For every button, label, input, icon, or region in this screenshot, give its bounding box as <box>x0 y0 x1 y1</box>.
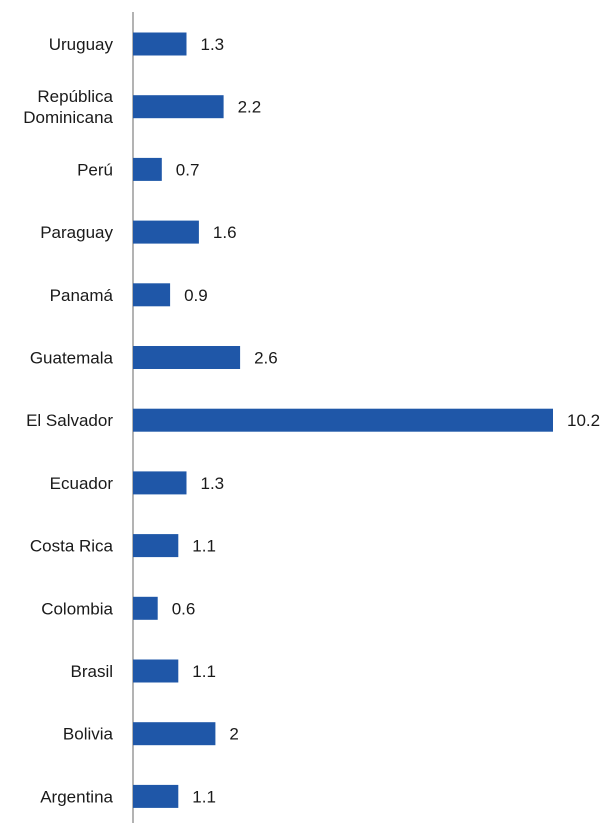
category-label: Bolivia <box>63 725 114 744</box>
value-label: 1.1 <box>192 787 216 806</box>
bar-colombia <box>133 596 158 620</box>
bar-el-salvador <box>133 408 553 432</box>
bar-guatemala <box>133 346 241 369</box>
value-label: 10.2 <box>567 411 600 430</box>
category-label: El Salvador <box>26 411 113 430</box>
value-label: 1.3 <box>201 35 225 54</box>
value-label: 1.6 <box>213 223 237 242</box>
value-label: 0.7 <box>176 160 200 179</box>
value-label: 1.1 <box>192 537 216 556</box>
value-label: 0.9 <box>184 286 208 305</box>
bar-república-dominicana <box>133 95 224 119</box>
bar-perú <box>133 157 162 181</box>
bars-group <box>133 32 553 808</box>
bar-ecuador <box>133 471 187 495</box>
bar-costa-rica <box>133 534 179 558</box>
bar-panamá <box>133 283 171 307</box>
value-label: 1.1 <box>192 662 216 681</box>
category-labels-group: Uruguay República Dominicana Perú Paraguay Pa… <box>23 35 113 806</box>
value-label: 0.6 <box>172 599 196 618</box>
category-label: Costa Rica <box>30 537 114 556</box>
category-label: República Dominicana <box>23 87 113 127</box>
category-label: Argentina <box>40 787 113 806</box>
bar-uruguay <box>133 32 187 56</box>
category-label: Ecuador <box>50 474 114 493</box>
value-label: 1.3 <box>201 474 225 493</box>
value-label: 2.2 <box>238 98 262 117</box>
category-label: Colombia <box>41 599 113 618</box>
category-label: Guatemala <box>30 349 114 368</box>
bar-argentina <box>133 784 179 808</box>
value-label: 2 <box>229 725 238 744</box>
category-label: Uruguay <box>49 35 114 54</box>
bar-bolivia <box>133 722 216 746</box>
value-labels-group: 1.3 2.2 0.7 1.6 0.9 2.6 10.2 1.3 1.1 0.6 1.1 2 1.1 <box>172 35 600 806</box>
bar-paraguay <box>133 220 199 244</box>
category-label: Panamá <box>50 286 114 305</box>
category-label: Perú <box>77 160 113 179</box>
category-label: Brasil <box>70 662 113 681</box>
value-label: 2.6 <box>254 349 278 368</box>
bar-brasil <box>133 659 179 683</box>
category-label: Paraguay <box>40 223 113 242</box>
